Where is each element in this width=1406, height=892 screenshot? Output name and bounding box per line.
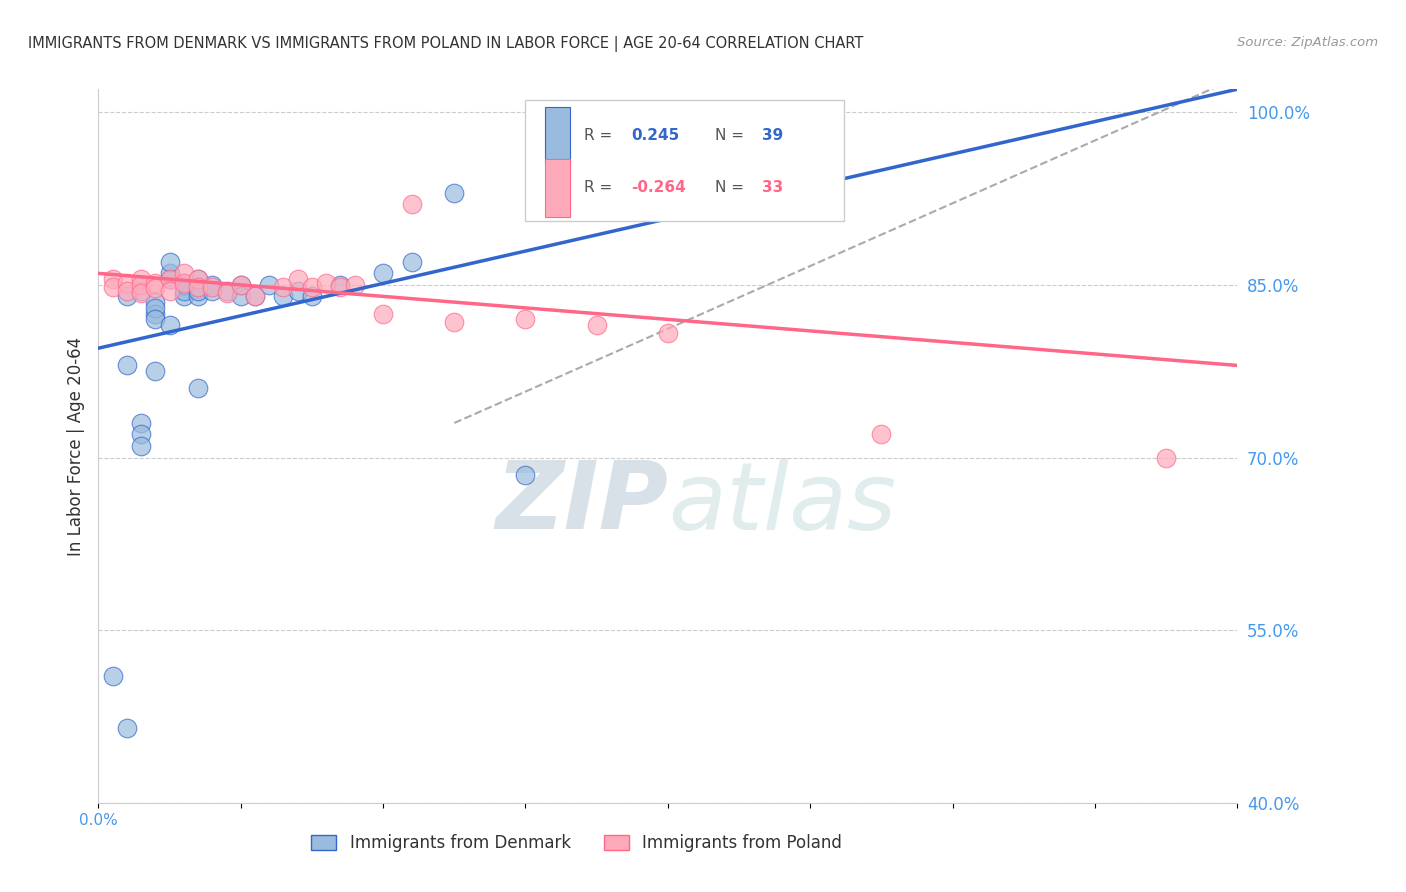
Point [343, 277, 366, 292]
Point [173, 266, 195, 280]
Point [129, 284, 152, 298]
Point [187, 381, 209, 395]
Point [187, 280, 209, 294]
Point [159, 318, 181, 333]
Point [215, 284, 238, 298]
Text: IMMIGRANTS FROM DENMARK VS IMMIGRANTS FROM POLAND IN LABOR FORCE | AGE 20-64 COR: IMMIGRANTS FROM DENMARK VS IMMIGRANTS FR… [28, 36, 863, 52]
Point [287, 272, 309, 286]
Text: ZIP: ZIP [495, 457, 668, 549]
Point [145, 295, 167, 310]
Text: -0.264: -0.264 [631, 180, 686, 195]
Point [159, 272, 181, 286]
Point [173, 284, 195, 298]
Point [1154, 450, 1177, 465]
Point [173, 276, 195, 290]
Point [187, 289, 209, 303]
Point [201, 284, 224, 298]
Point [159, 284, 181, 298]
Point [329, 277, 352, 292]
Point [129, 272, 152, 286]
Text: atlas: atlas [668, 458, 896, 549]
Point [145, 312, 167, 326]
Point [187, 272, 209, 286]
Point [173, 277, 195, 292]
Point [101, 280, 124, 294]
Point [259, 277, 281, 292]
Point [115, 359, 138, 373]
Text: 33: 33 [762, 180, 783, 195]
Point [657, 326, 679, 341]
Point [215, 285, 238, 300]
Point [115, 276, 138, 290]
Point [129, 427, 152, 442]
Point [115, 721, 138, 735]
Point [287, 284, 309, 298]
Point [145, 281, 167, 295]
Point [401, 197, 423, 211]
Point [515, 312, 537, 326]
Point [173, 289, 195, 303]
Point [201, 280, 224, 294]
Text: 39: 39 [762, 128, 783, 143]
Point [129, 277, 152, 292]
Point [101, 669, 124, 683]
Point [301, 289, 323, 303]
Point [229, 289, 252, 303]
Point [515, 467, 537, 482]
Point [870, 427, 893, 442]
Text: 0.245: 0.245 [631, 128, 679, 143]
Legend: Immigrants from Denmark, Immigrants from Poland: Immigrants from Denmark, Immigrants from… [305, 828, 849, 859]
Point [129, 416, 152, 430]
Y-axis label: In Labor Force | Age 20-64: In Labor Force | Age 20-64 [66, 336, 84, 556]
Point [129, 439, 152, 453]
Point [315, 276, 337, 290]
Point [243, 289, 266, 303]
Point [187, 272, 209, 286]
Point [115, 284, 138, 298]
Point [371, 266, 394, 280]
Point [145, 364, 167, 378]
Text: R =: R = [583, 180, 617, 195]
Point [273, 289, 295, 303]
Point [159, 255, 181, 269]
Point [201, 277, 224, 292]
Point [243, 289, 266, 303]
Bar [546, 107, 569, 164]
Bar [546, 160, 569, 217]
Point [273, 280, 295, 294]
Point [443, 315, 465, 329]
Point [229, 277, 252, 292]
Point [371, 307, 394, 321]
Text: N =: N = [714, 128, 748, 143]
Point [329, 280, 352, 294]
Point [101, 272, 124, 286]
Point [145, 307, 167, 321]
Point [115, 289, 138, 303]
Text: Source: ZipAtlas.com: Source: ZipAtlas.com [1237, 36, 1378, 49]
Text: R =: R = [583, 128, 617, 143]
Point [585, 318, 607, 333]
Text: N =: N = [714, 180, 748, 195]
Point [187, 284, 209, 298]
Point [145, 301, 167, 315]
Point [159, 266, 181, 280]
Point [443, 186, 465, 200]
FancyBboxPatch shape [526, 100, 845, 221]
Point [229, 277, 252, 292]
Point [401, 255, 423, 269]
Point [129, 285, 152, 300]
Point [145, 276, 167, 290]
Point [159, 272, 181, 286]
Point [301, 280, 323, 294]
